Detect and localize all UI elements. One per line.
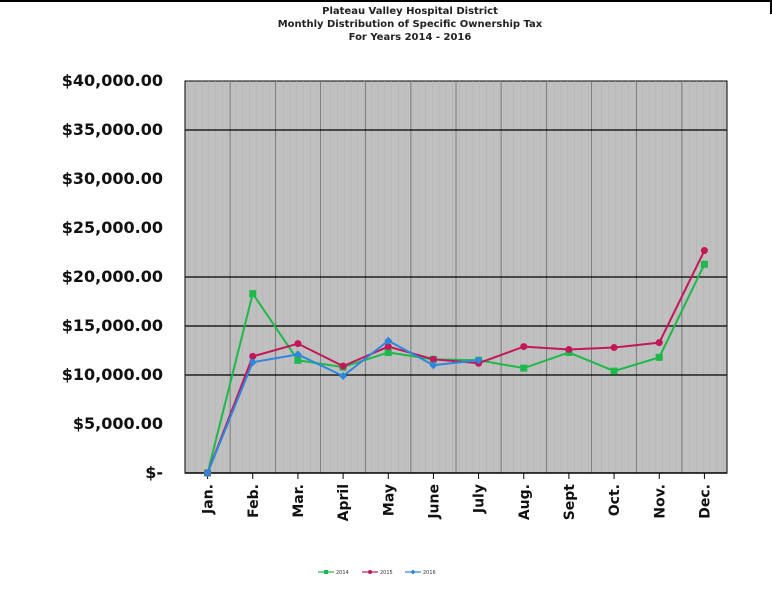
y-tick-label: $20,000.00: [62, 267, 163, 286]
chart-subtitle: Monthly Distribution of Specific Ownersh…: [277, 19, 543, 30]
y-tick-label: $15,000.00: [62, 316, 163, 335]
x-tick-label: Mar.: [291, 484, 307, 518]
chart-titles: Plateau Valley Hospital District Monthly…: [200, 5, 620, 44]
chart-title: Plateau Valley Hospital District: [322, 6, 498, 17]
series-line: [206, 263, 706, 474]
y-tick-label: $30,000.00: [62, 169, 163, 188]
y-tick-label: $35,000.00: [62, 120, 163, 139]
x-tick-label: Oct.: [607, 484, 623, 516]
chart-subtitle-years: For Years 2014 - 2016: [348, 32, 472, 43]
frame-right-border: [770, 0, 772, 14]
data-point: [429, 355, 437, 363]
x-tick-label: July: [472, 484, 488, 514]
series-line: [206, 250, 706, 474]
data-point: [520, 343, 528, 351]
y-tick-label: $40,000.00: [62, 71, 163, 90]
data-point: [655, 353, 663, 361]
legend: 2014 2015 2016: [318, 569, 436, 576]
x-tick-label: Aug.: [517, 484, 533, 520]
data-point: [293, 350, 302, 359]
y-axis: $- $5,000.00 $10,000.00 $15,000.00 $20,000.0…: [62, 71, 163, 482]
x-tick-label: Feb.: [246, 484, 262, 518]
legend-label: 2015: [380, 570, 393, 576]
data-point: [610, 344, 618, 352]
data-point: [248, 358, 257, 367]
x-tick-label: April: [336, 484, 352, 521]
legend-marker: [324, 570, 328, 574]
x-axis: Jan. Feb. Mar. April May June July Aug. Sept Oct.…: [201, 473, 713, 521]
data-point: [249, 290, 257, 298]
data-point: [203, 469, 212, 477]
y-tick-label: $-: [145, 463, 163, 482]
plot-area: [184, 80, 728, 474]
data-point: [655, 339, 663, 347]
data-point: [520, 364, 528, 372]
series-2015: [204, 247, 708, 477]
data-point: [294, 356, 302, 364]
data-point: [565, 346, 573, 354]
data-point: [474, 356, 483, 365]
x-tick-label: Jan.: [201, 484, 217, 515]
legend-item-2014: 2014: [318, 570, 349, 576]
legend-label: 2016: [423, 570, 436, 576]
data-point: [700, 247, 708, 255]
data-point: [429, 361, 438, 370]
data-point: [294, 340, 302, 348]
legend-marker: [368, 570, 372, 574]
legend-marker: [410, 569, 416, 575]
frame-top-border: [0, 0, 772, 2]
x-tick-label: Nov.: [652, 484, 668, 519]
data-point: [384, 336, 393, 345]
x-tick-label: May: [381, 484, 397, 516]
y-tick-label: $10,000.00: [62, 365, 163, 384]
data-point: [339, 371, 348, 380]
y-tick-label: $25,000.00: [62, 218, 163, 237]
x-tick-label: Dec.: [697, 484, 713, 519]
legend-item-2016: 2016: [405, 569, 436, 576]
data-point: [384, 343, 392, 351]
data-point: [384, 348, 392, 356]
series-lines: [203, 247, 708, 477]
y-tick-label: $5,000.00: [73, 414, 163, 433]
data-point: [610, 367, 618, 375]
x-tick-label: June: [426, 484, 442, 520]
x-tick-label: Sept: [562, 484, 578, 521]
legend-item-2015: 2015: [362, 570, 393, 576]
data-point: [700, 260, 708, 268]
data-point: [339, 362, 347, 370]
data-point: [249, 352, 257, 360]
series-2016: [203, 336, 483, 477]
legend-label: 2014: [336, 570, 349, 576]
